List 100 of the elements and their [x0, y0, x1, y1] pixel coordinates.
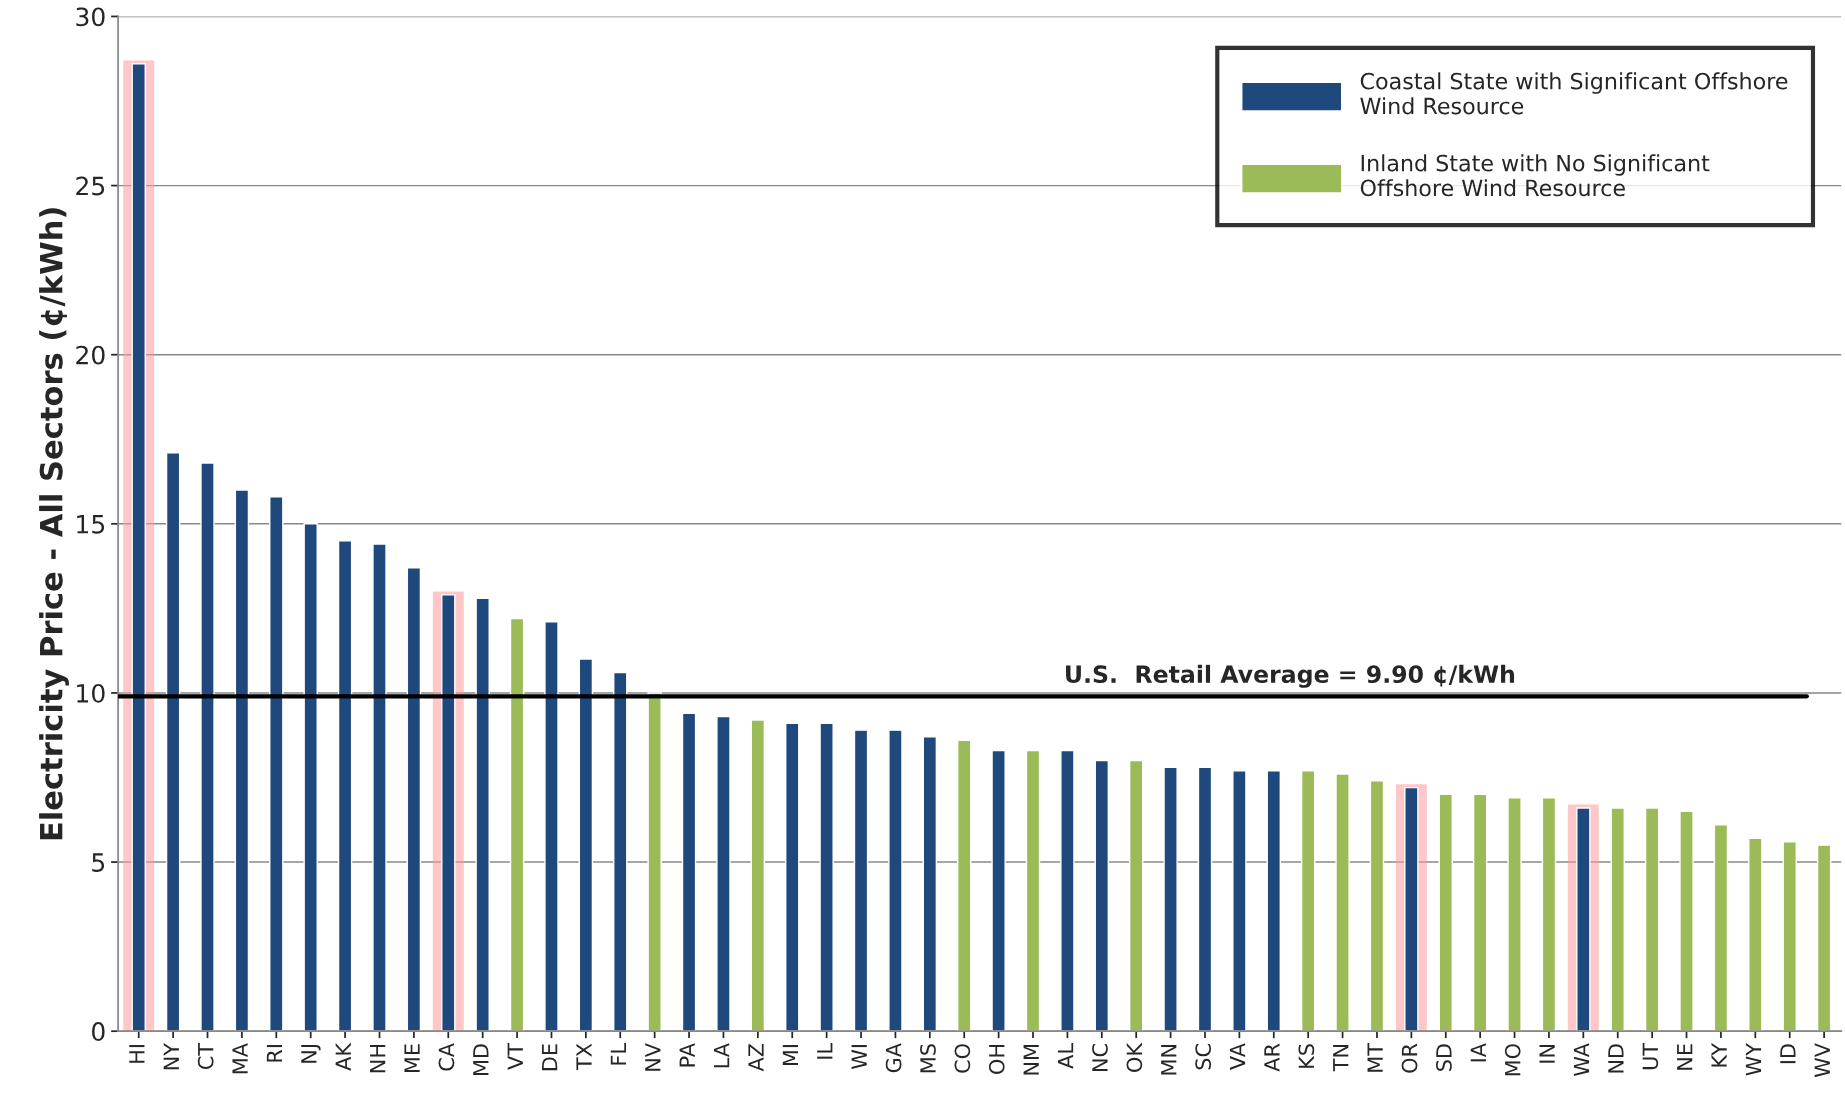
bar	[1335, 773, 1350, 1032]
x-tick-label: NE	[1677, 1044, 1693, 1070]
bar	[1060, 749, 1075, 1032]
y-tick-label: 10	[77, 683, 105, 703]
x-tick-label: AL	[1057, 1043, 1074, 1069]
bar	[853, 729, 869, 1032]
bar	[200, 462, 215, 1032]
bar	[1197, 766, 1213, 1032]
bar	[1163, 766, 1178, 1032]
bar	[1713, 824, 1729, 1032]
x-tick-label: LA	[714, 1043, 730, 1068]
bar	[1748, 837, 1763, 1032]
x-tick-label: IN	[1539, 1045, 1555, 1063]
x-tick-label: MO	[1504, 1044, 1521, 1076]
bar	[716, 715, 731, 1032]
bar	[234, 489, 250, 1032]
bar	[613, 671, 628, 1032]
x-tick-label: SD	[1436, 1044, 1452, 1071]
x-tick-label: VT	[507, 1042, 523, 1070]
bar	[1816, 844, 1832, 1032]
bar	[406, 567, 422, 1032]
legend-label: Coastal State with Significant Offshore Wind Resource	[1360, 72, 1788, 115]
bar	[1094, 759, 1110, 1032]
x-tick-label: DE	[542, 1044, 558, 1071]
x-tick-label: GA	[885, 1043, 902, 1073]
x-tick-label: VA	[1229, 1043, 1246, 1070]
x-tick-label: OH	[988, 1045, 1005, 1074]
x-tick-label: IL	[817, 1043, 833, 1059]
x-tick-label: WV	[1814, 1043, 1830, 1078]
x-tick-label: KY	[1711, 1042, 1727, 1067]
bar	[1438, 793, 1453, 1032]
ref-line-label: U.S. Retail Average = 9.90 ¢/kWh	[1066, 664, 1515, 688]
bar	[303, 523, 318, 1032]
x-tick-label: SC	[1195, 1044, 1212, 1070]
x-tick-label: AK	[335, 1042, 351, 1071]
x-tick-label: MD	[473, 1044, 489, 1075]
x-tick-label: CO	[954, 1044, 971, 1073]
bar	[475, 597, 490, 1032]
y-tick-label: 30	[76, 7, 105, 27]
bar	[509, 617, 525, 1032]
x-tick-label: IA	[1470, 1043, 1486, 1062]
y-tick-label: 15	[77, 515, 105, 534]
bar	[578, 658, 594, 1032]
bar	[337, 540, 353, 1032]
legend-label: Inland State with No Significant Offshore Wind Resource	[1360, 154, 1710, 197]
bar	[372, 543, 387, 1032]
x-tick-label: MN	[1161, 1045, 1177, 1075]
x-tick-label: AZ	[748, 1043, 764, 1072]
x-tick-label: NM	[1023, 1045, 1039, 1075]
bar	[1266, 770, 1282, 1032]
bar	[1232, 770, 1247, 1032]
bar	[1128, 759, 1144, 1032]
bar	[1679, 810, 1694, 1032]
bar	[819, 722, 834, 1032]
bar	[1025, 749, 1041, 1032]
y-axis-title: Electricity Price - All Sectors (¢/kWh)	[39, 208, 69, 840]
bar	[785, 722, 800, 1032]
y-tick-label: 25	[76, 176, 105, 196]
x-tick-label: NV	[645, 1043, 661, 1071]
x-tick-label: CA	[438, 1043, 455, 1071]
bar	[888, 729, 903, 1032]
x-tick-label: FL	[610, 1043, 627, 1065]
x-tick-label: MI	[782, 1045, 798, 1066]
bar	[1644, 807, 1660, 1032]
bar	[922, 736, 938, 1032]
x-tick-label: NH	[370, 1045, 386, 1073]
x-tick-label: RI	[266, 1045, 283, 1062]
bar	[544, 621, 559, 1032]
bar	[1507, 797, 1522, 1032]
x-tick-label: ID	[1780, 1044, 1796, 1064]
bar	[1782, 841, 1797, 1032]
x-tick-label: KS	[1298, 1044, 1315, 1068]
x-tick-label: MS	[920, 1044, 936, 1073]
x-tick-label: OK	[1126, 1042, 1143, 1072]
bar	[681, 712, 697, 1032]
x-tick-label: WY	[1745, 1042, 1762, 1076]
bar	[956, 739, 972, 1032]
bar	[991, 749, 1006, 1032]
x-tick-label: UT	[1642, 1042, 1659, 1070]
x-tick-label: ME	[404, 1044, 420, 1073]
x-tick-label: PA	[679, 1043, 695, 1067]
x-tick-label: CT	[197, 1042, 214, 1070]
x-tick-label: MA	[232, 1043, 248, 1074]
bar	[165, 452, 181, 1032]
x-tick-label: TX	[576, 1043, 592, 1071]
bar	[750, 719, 766, 1032]
x-tick-label: ND	[1608, 1044, 1624, 1073]
x-tick-label: WA	[1573, 1043, 1590, 1076]
x-tick-label: OR	[1401, 1043, 1418, 1073]
bar	[1610, 807, 1625, 1032]
y-tick-label: 5	[92, 853, 105, 872]
x-tick-label: AR	[1264, 1043, 1280, 1072]
bar	[1369, 780, 1385, 1032]
y-tick-label: 0	[92, 1022, 105, 1042]
bar	[1300, 770, 1316, 1032]
x-tick-label: WI	[851, 1045, 867, 1070]
x-tick-label: HI	[129, 1045, 145, 1063]
bar	[269, 496, 284, 1032]
x-tick-label: NJ	[301, 1045, 321, 1063]
y-tick-label: 20	[76, 345, 105, 365]
